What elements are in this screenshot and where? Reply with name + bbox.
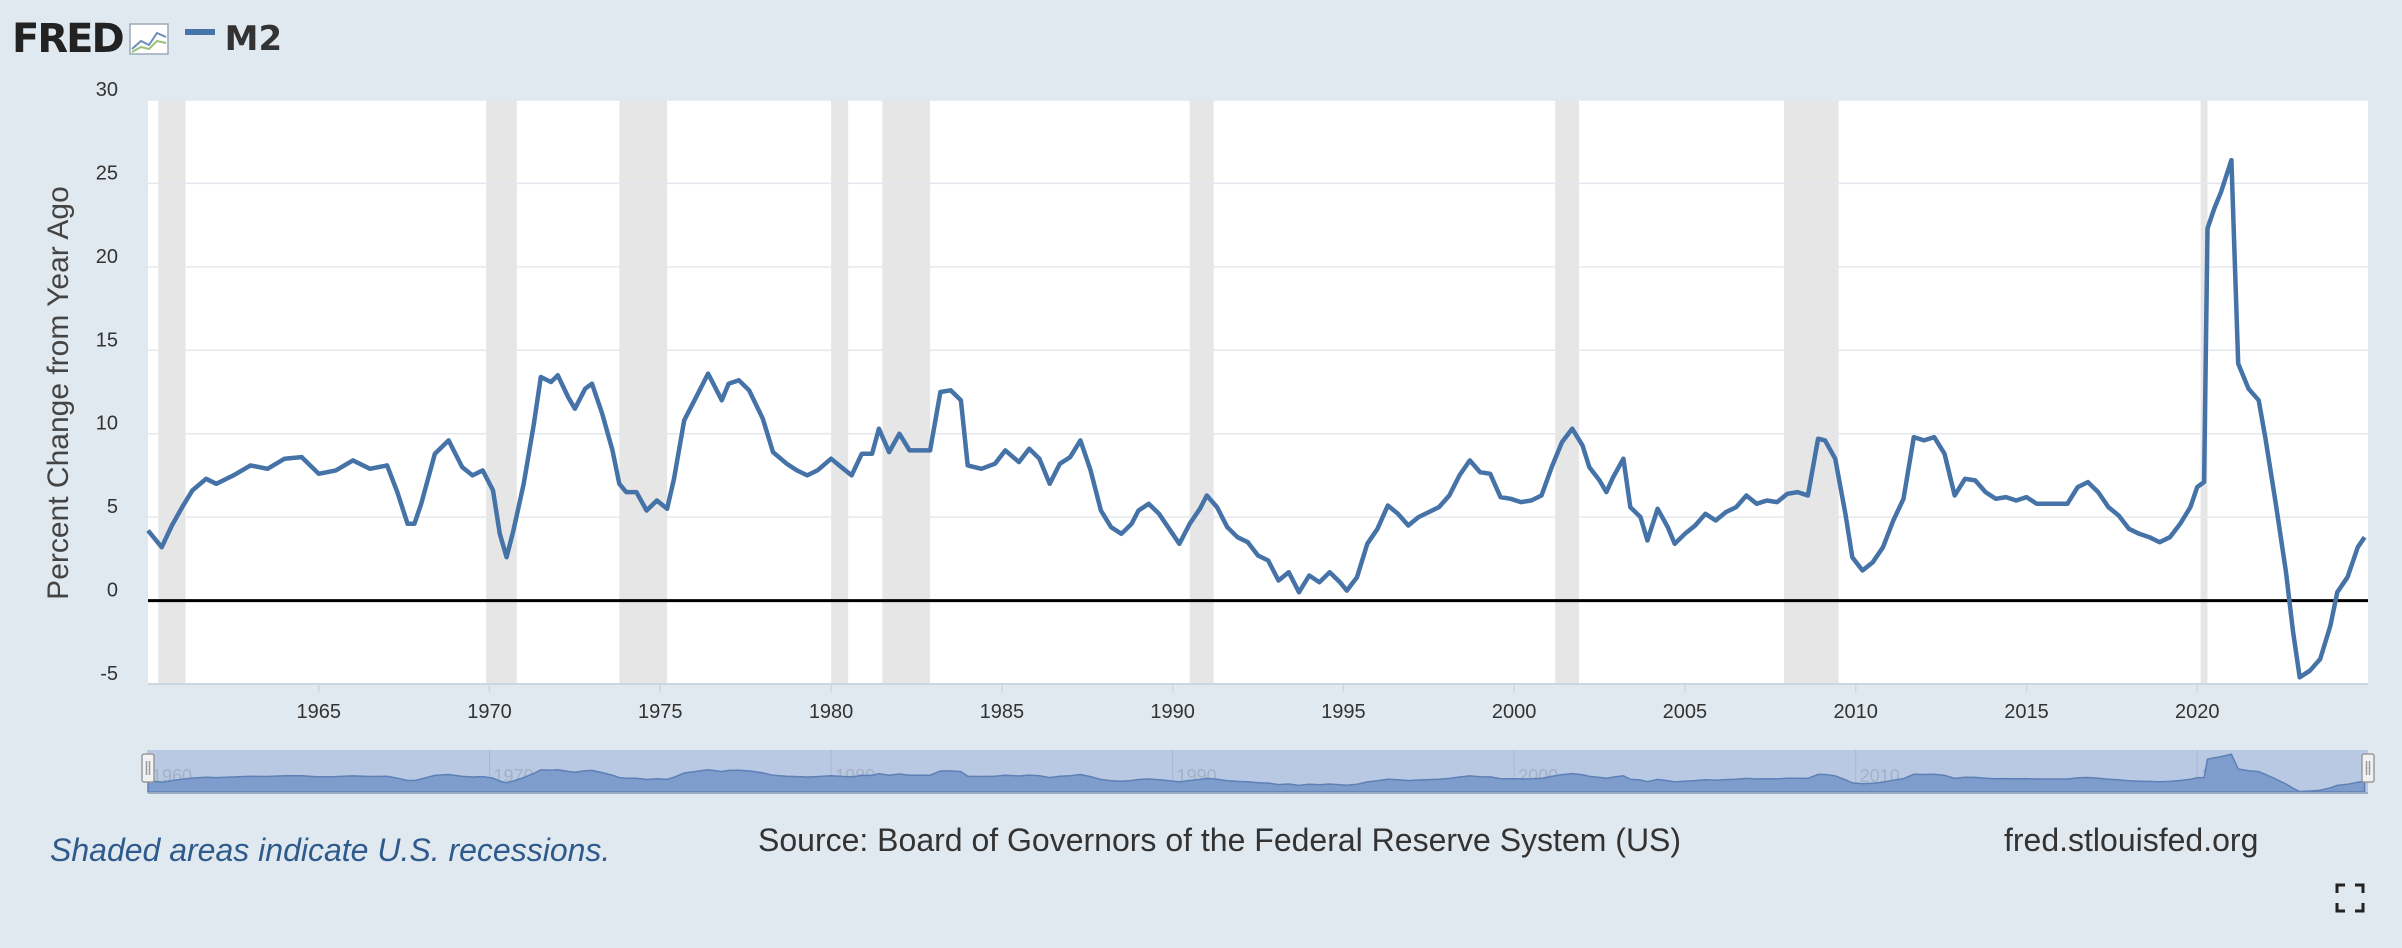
y-tick-label: -5	[100, 663, 118, 685]
source-text: Source: Board of Governors of the Federa…	[758, 822, 1682, 858]
recession-band	[831, 100, 849, 684]
series-line-m2	[146, 157, 2367, 680]
recession-note: Shaded areas indicate U.S. recessions.	[50, 832, 611, 868]
series-layer	[146, 157, 2367, 680]
fred-logo[interactable]: FRED	[12, 16, 125, 62]
x-axis-ticks: 1965 1970 1975 1980 1985 1990 1995 2000 2005 2010…	[148, 683, 2368, 723]
x-tick-label: 1965	[297, 701, 342, 723]
recession-band	[1555, 100, 1580, 684]
y-axis-ticks: 30 25 20 15 10 5 0 -5	[96, 79, 118, 685]
x-tick-label: 2010	[1833, 701, 1878, 723]
recession-band	[882, 100, 931, 684]
recession-band	[158, 100, 186, 684]
legend-swatch	[184, 29, 215, 35]
y-tick-label: 5	[107, 496, 118, 518]
navigator-series-area	[147, 753, 2366, 793]
x-tick-label: 1985	[980, 701, 1025, 723]
y-tick-label: 25	[96, 162, 118, 184]
recession-band	[619, 100, 668, 684]
x-tick-label: 2015	[2004, 701, 2049, 723]
x-tick-label: 1980	[809, 701, 854, 723]
source-url[interactable]: fred.stlouisfed.org	[2004, 822, 2259, 858]
y-axis-label: Percent Change from Year Ago	[42, 186, 75, 600]
chart-legend: M2	[184, 19, 283, 59]
recession-shading	[158, 100, 2208, 684]
plot-area	[148, 100, 2368, 684]
navigator-handle-left[interactable]	[141, 753, 155, 783]
line-chart-icon	[128, 23, 169, 55]
y-tick-label: 20	[96, 246, 118, 268]
range-navigator[interactable]: 1960197019801990200020102020	[141, 750, 2375, 794]
fullscreen-icon[interactable]	[2334, 882, 2366, 914]
recession-band	[486, 100, 517, 684]
x-tick-label: 2000	[1492, 701, 1537, 723]
recession-band	[1783, 100, 1839, 684]
x-tick-label: 1995	[1321, 701, 1366, 723]
recession-band	[1189, 100, 1214, 684]
chart-header: FRED M2	[12, 14, 282, 64]
y-tick-label: 30	[96, 79, 118, 101]
x-tick-label: 1990	[1150, 701, 1195, 723]
y-tick-label: 15	[96, 329, 118, 351]
y-tick-label: 10	[96, 413, 118, 435]
plot-background	[148, 100, 2368, 684]
legend-series-label: M2	[224, 19, 283, 59]
x-tick-label: 1975	[638, 701, 683, 723]
navigator-handle-right[interactable]	[2361, 753, 2375, 783]
x-tick-label: 1970	[467, 701, 512, 723]
x-tick-label: 2020	[2175, 701, 2220, 723]
x-tick-label: 2005	[1663, 701, 1708, 723]
y-tick-label: 0	[107, 580, 118, 602]
